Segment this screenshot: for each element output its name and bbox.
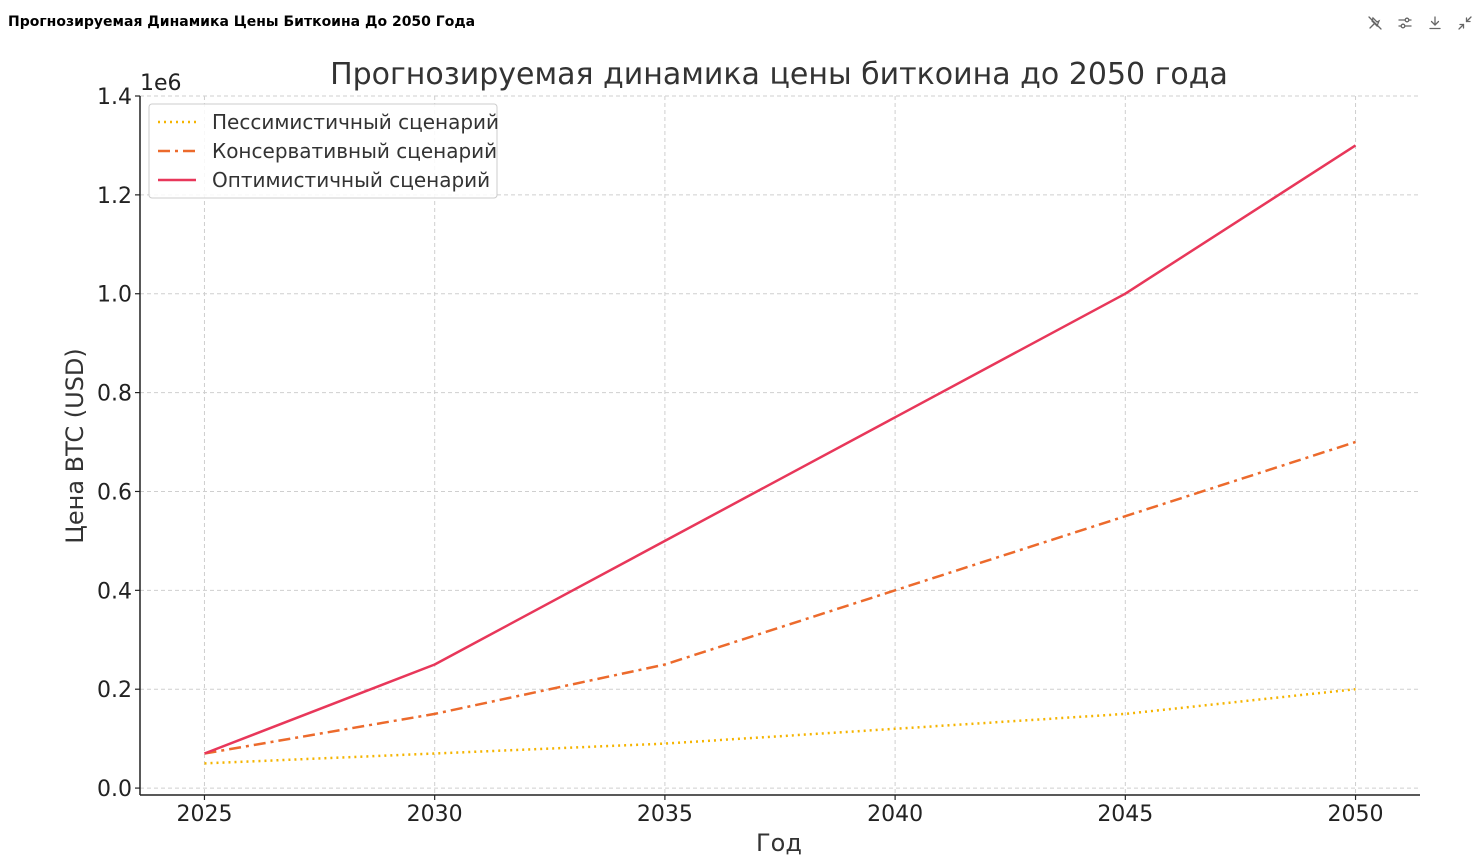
settings-button[interactable]: [1394, 12, 1416, 34]
pin-off-icon: [1368, 16, 1382, 30]
y-tick-label: 1.0: [97, 283, 132, 308]
y-axis-offset-label: 1e6: [140, 71, 182, 96]
tick-labels: 2025 2030 2035 2040 2045 2050 0.0 0.2 0.4 0.6 0.8 1…: [97, 85, 1384, 827]
legend: Пессимистичный сценарий Консервативный сц…: [148, 103, 499, 199]
window-title: Прогнозируемая Динамика Цены Биткоина До…: [8, 14, 476, 30]
grid: [140, 95, 1420, 795]
y-tick-label: 0.2: [97, 678, 132, 703]
x-tick-label: 2045: [1097, 802, 1153, 827]
collapse-icon: [1458, 16, 1472, 30]
x-axis-label: Год: [756, 829, 802, 857]
window-header: Прогнозируемая Динамика Цены Биткоина До…: [0, 0, 1482, 46]
series-line-2: [204, 440, 1356, 755]
x-tick-label: 2025: [176, 802, 232, 827]
y-axis-label: Цена BTC (USD): [61, 348, 89, 544]
y-tick-label: 0.6: [97, 480, 132, 505]
chart-title: Прогнозируемая динамика цены биткоина до…: [330, 57, 1228, 92]
y-tick-label: 1.4: [97, 85, 132, 110]
series-line-3: [204, 144, 1357, 755]
axes: [135, 95, 1420, 800]
collapse-button[interactable]: [1454, 12, 1476, 34]
download-icon: [1429, 16, 1441, 30]
x-tick-label: 2030: [407, 802, 463, 827]
line-chart: 2025 2030 2035 2040 2045 2050 0.0 0.2 0.4 0.6 0.8 1…: [61, 57, 1420, 857]
legend-label-1: Пессимистичный сценарий: [212, 110, 499, 134]
y-tick-label: 0.0: [97, 777, 132, 802]
download-button[interactable]: [1424, 12, 1446, 34]
legend-label-2: Консервативный сценарий: [212, 139, 497, 163]
y-tick-label: 1.2: [97, 184, 132, 209]
y-tick-label: 0.4: [97, 579, 132, 604]
x-tick-label: 2040: [867, 802, 923, 827]
sliders-icon: [1398, 17, 1412, 29]
legend-box: [148, 103, 498, 199]
series-line-1: [204, 687, 1356, 765]
series-lines: [204, 144, 1357, 765]
x-tick-label: 2050: [1328, 802, 1384, 827]
toolbar: [1364, 12, 1476, 34]
pin-off-button[interactable]: [1364, 12, 1386, 34]
legend-label-3: Оптимистичный сценарий: [212, 168, 490, 192]
y-tick-label: 0.8: [97, 382, 132, 407]
x-tick-label: 2035: [637, 802, 693, 827]
